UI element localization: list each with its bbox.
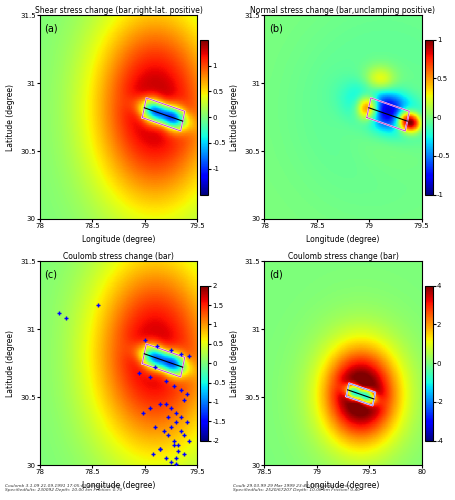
Text: Coulb 29.03.99 29 Mar 1999 23:48:16 channel: remin
Specifiedfults: 2520/67207 De: Coulb 29.03.99 29 Mar 1999 23:48:16 chan… (232, 484, 359, 492)
Text: Coulomb 3.1.09 21.09.1991 17:05:43 attende: remin
Specifiedfults: 230092 Depth: : Coulomb 3.1.09 21.09.1991 17:05:43 atten… (5, 484, 121, 492)
Title: Normal stress change (bar,unclamping positive): Normal stress change (bar,unclamping pos… (250, 6, 435, 15)
Text: (c): (c) (45, 270, 57, 280)
Y-axis label: Latitude (degree): Latitude (degree) (5, 84, 15, 150)
Text: (b): (b) (268, 24, 283, 34)
Text: (d): (d) (268, 270, 282, 280)
Title: Coulomb stress change (bar): Coulomb stress change (bar) (287, 252, 398, 260)
Title: Shear stress change (bar,right-lat. positive): Shear stress change (bar,right-lat. posi… (35, 6, 202, 15)
Title: Coulomb stress change (bar): Coulomb stress change (bar) (63, 252, 173, 260)
Y-axis label: Latitude (degree): Latitude (degree) (5, 330, 15, 396)
X-axis label: Longitude (degree): Longitude (degree) (81, 234, 155, 244)
Y-axis label: Latitude (degree): Latitude (degree) (230, 330, 238, 396)
X-axis label: Longitude (degree): Longitude (degree) (306, 480, 379, 490)
Y-axis label: Latitude (degree): Latitude (degree) (230, 84, 238, 150)
Text: (a): (a) (45, 24, 58, 34)
X-axis label: Longitude (degree): Longitude (degree) (81, 480, 155, 490)
X-axis label: Longitude (degree): Longitude (degree) (306, 234, 379, 244)
